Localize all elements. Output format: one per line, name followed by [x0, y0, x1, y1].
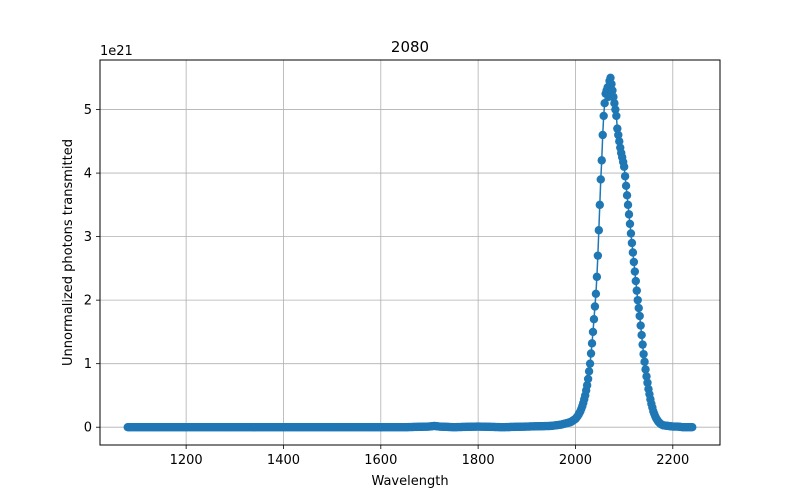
- data-point: [637, 330, 646, 340]
- data-point: [623, 200, 633, 210]
- data-point: [622, 191, 632, 200]
- data-point: [635, 311, 644, 321]
- plot-frame: [99, 59, 721, 446]
- data-point: [615, 137, 624, 146]
- data-point: [613, 124, 622, 133]
- data-point: [583, 374, 593, 384]
- data-point: [594, 226, 604, 235]
- data-point: [621, 181, 631, 190]
- data-point: [589, 315, 599, 324]
- data-point: [625, 219, 635, 229]
- data-point: [591, 289, 601, 298]
- data-point: [639, 349, 648, 359]
- data-point: [587, 339, 597, 348]
- data-point: [600, 99, 609, 108]
- data-point: [608, 86, 617, 95]
- data-point: [606, 73, 615, 82]
- data-point: [627, 238, 637, 248]
- axis-ticks: 1200 1400 1600 1800 2000 2200 0 1 2 3 4 5: [84, 103, 690, 468]
- data-point: [614, 130, 623, 140]
- data-point: [593, 251, 603, 260]
- y-tick-label: 4: [84, 167, 92, 182]
- data-point: [611, 105, 620, 114]
- x-axis-label: Wavelength: [371, 474, 448, 489]
- y-axis-label: Unnormalized photons transmitted: [61, 139, 76, 366]
- x-tick-label: 2200: [656, 453, 689, 468]
- data-point: [609, 92, 618, 102]
- y-tick-label: 0: [84, 421, 92, 436]
- data-point: [590, 302, 600, 311]
- data-point: [596, 175, 605, 184]
- data-point: [634, 303, 643, 313]
- data-point: [626, 229, 636, 238]
- y-tick-label: 3: [84, 230, 92, 245]
- data-point: [630, 267, 640, 276]
- data-point: [628, 248, 638, 257]
- data-point: [636, 321, 645, 330]
- x-tick-label: 1400: [267, 453, 300, 468]
- data-point: [641, 365, 650, 374]
- data-point: [629, 257, 639, 267]
- data-point: [607, 79, 616, 89]
- data-point: [586, 349, 596, 358]
- data-point: [633, 295, 642, 305]
- data-point: [620, 172, 630, 181]
- y-offset-label: 1e21: [100, 44, 133, 59]
- data-point: [584, 367, 594, 376]
- data-point: [632, 286, 641, 295]
- data-point: [688, 423, 697, 432]
- data-point: [588, 327, 598, 337]
- data-point: [598, 130, 607, 140]
- x-tick-label: 1800: [462, 453, 495, 468]
- data-point: [595, 200, 604, 210]
- x-tick-label: 1200: [170, 453, 203, 468]
- y-tick-label: 5: [84, 103, 92, 118]
- data-point: [592, 272, 602, 282]
- data-point: [610, 99, 619, 108]
- data-point: [638, 340, 647, 349]
- grid-lines: [100, 60, 720, 445]
- data-point: [585, 359, 595, 368]
- data-series: [123, 73, 697, 432]
- data-point: [624, 210, 634, 219]
- x-tick-label: 1600: [364, 453, 397, 468]
- chart-title: 2080: [391, 38, 429, 56]
- data-point: [631, 276, 641, 286]
- data-point: [612, 111, 621, 121]
- y-tick-label: 1: [84, 357, 92, 372]
- x-tick-label: 2000: [559, 453, 592, 468]
- data-point: [642, 372, 651, 381]
- y-tick-label: 2: [84, 294, 92, 309]
- data-point: [619, 162, 629, 171]
- data-point: [643, 378, 652, 387]
- data-point: [599, 111, 608, 121]
- series-line: [127, 77, 693, 428]
- data-point: [582, 381, 592, 390]
- data-point: [597, 156, 606, 165]
- data-point: [640, 357, 649, 366]
